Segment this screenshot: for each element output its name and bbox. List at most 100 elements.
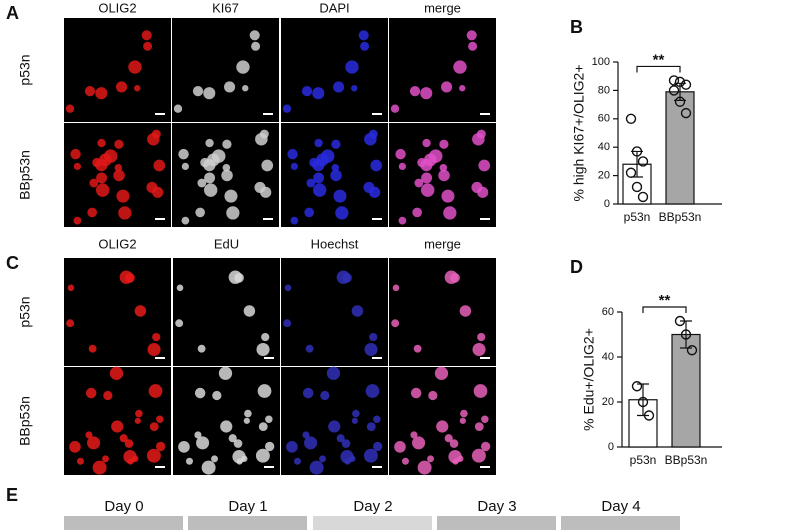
cell <box>212 390 222 401</box>
phase-image <box>188 516 307 530</box>
cell <box>87 207 97 218</box>
cell <box>351 417 358 424</box>
cell <box>143 41 153 51</box>
cell <box>226 206 240 220</box>
cell <box>135 409 143 418</box>
cell <box>459 305 472 317</box>
cell <box>178 148 189 160</box>
cell <box>97 138 106 148</box>
data-point <box>631 181 643 193</box>
y-axis-label: % Edu+/OLIG2+ <box>581 328 597 431</box>
cell <box>421 172 433 184</box>
cell <box>472 342 486 357</box>
cell <box>194 387 206 399</box>
cell <box>96 172 108 184</box>
cell <box>341 439 351 448</box>
column-label: Day 2 <box>353 498 392 515</box>
cell <box>205 138 214 148</box>
x-tick-label: p53n <box>630 453 657 467</box>
cell <box>175 319 184 328</box>
y-tick-label: 80 <box>598 84 610 96</box>
cell <box>87 436 101 450</box>
cell <box>472 132 485 146</box>
cell <box>414 178 424 188</box>
column-label: EdU <box>214 236 239 251</box>
data-point <box>674 76 686 88</box>
cell <box>84 85 96 97</box>
cell <box>427 455 434 463</box>
cell <box>417 460 432 475</box>
data-point <box>643 410 655 421</box>
data-point <box>637 156 649 167</box>
cell <box>312 183 327 197</box>
data-point <box>668 85 680 96</box>
cell <box>413 344 422 353</box>
error-bar <box>680 320 692 349</box>
cell <box>290 162 298 171</box>
cell <box>422 138 431 148</box>
panel-label: B <box>570 17 583 37</box>
cell <box>365 384 380 398</box>
cell <box>443 206 457 220</box>
cell <box>439 164 448 172</box>
cell <box>333 189 347 203</box>
cell <box>254 181 266 193</box>
cell <box>128 60 142 74</box>
cell <box>328 420 341 433</box>
cell <box>109 366 124 380</box>
cell <box>286 441 298 453</box>
cell <box>394 441 406 453</box>
cell <box>471 181 483 193</box>
cell <box>304 207 314 218</box>
cell <box>282 104 292 113</box>
y-tick-label: 0 <box>604 198 610 210</box>
cell <box>284 284 292 292</box>
panel-label: E <box>6 485 18 505</box>
cell <box>66 319 75 328</box>
cell <box>473 384 488 398</box>
cell <box>243 305 256 317</box>
cell <box>152 332 161 342</box>
cell <box>471 448 486 463</box>
cell <box>222 164 231 172</box>
cell <box>351 305 364 317</box>
cell <box>242 85 249 92</box>
cell <box>333 81 345 93</box>
micrograph <box>172 18 279 122</box>
x-tick-label: BBp53n <box>665 453 708 467</box>
cell <box>305 344 314 353</box>
cell <box>474 422 484 432</box>
cell <box>352 409 360 418</box>
column-label: merge <box>424 236 461 251</box>
significance-label: ** <box>659 292 671 309</box>
y-tick-label: 60 <box>598 113 610 125</box>
cell <box>233 439 243 448</box>
cell <box>401 457 410 465</box>
micrograph <box>389 18 496 122</box>
cell <box>477 332 486 342</box>
cell <box>124 439 134 448</box>
cell <box>67 284 75 292</box>
cell <box>178 441 190 453</box>
cell <box>156 415 164 424</box>
data-point <box>631 146 643 157</box>
row-label: p53n <box>17 54 33 85</box>
cell <box>363 448 378 463</box>
cell <box>412 207 422 218</box>
cell <box>92 460 107 475</box>
cell <box>391 319 400 328</box>
data-point <box>637 191 649 203</box>
cell <box>236 60 250 74</box>
cell <box>228 434 237 443</box>
cell <box>459 417 466 424</box>
cell <box>320 149 335 163</box>
panel-label: C <box>6 253 19 273</box>
cell <box>398 216 407 225</box>
cell <box>258 422 268 432</box>
cell <box>116 81 128 93</box>
cell <box>220 420 233 433</box>
cell <box>123 450 137 464</box>
cell <box>412 436 426 450</box>
y-tick-label: 40 <box>602 351 614 363</box>
cell <box>312 158 325 172</box>
